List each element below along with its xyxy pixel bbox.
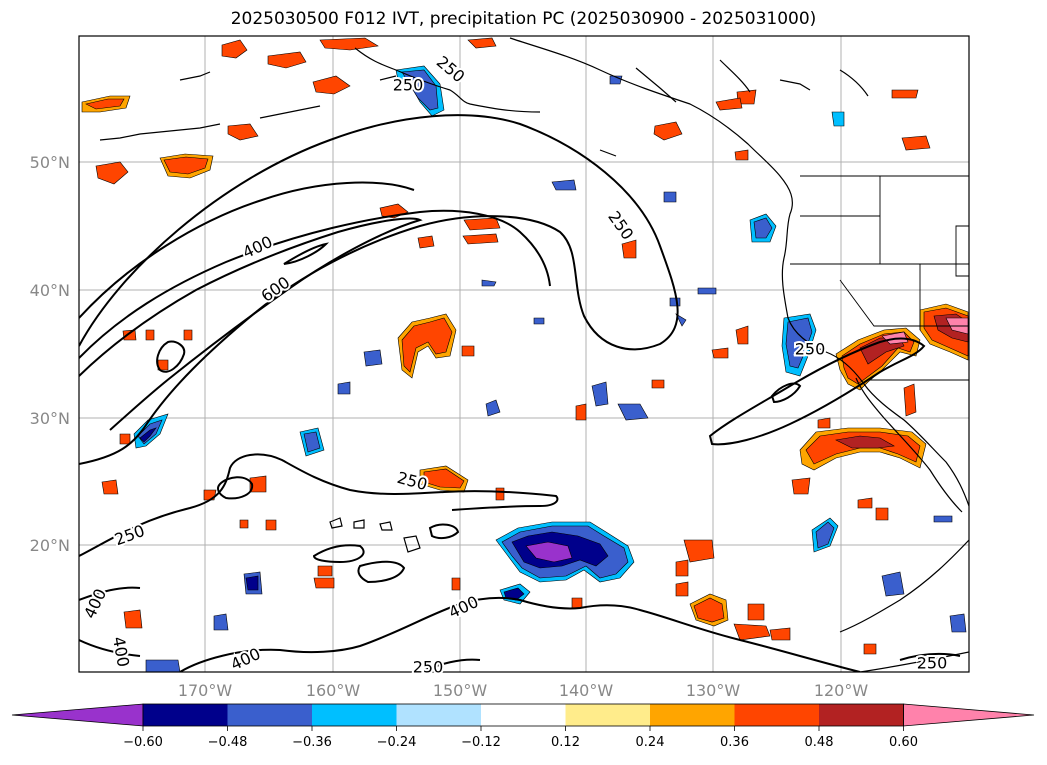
colorbar-tick-label: 0.60 bbox=[889, 735, 918, 750]
colorbar-segment bbox=[143, 704, 228, 726]
contour-label: 250 bbox=[413, 658, 444, 677]
colorbar-segment bbox=[565, 704, 650, 726]
colorbar-tick-label: 0.48 bbox=[805, 735, 834, 750]
lat-label-20n: 20°N bbox=[30, 536, 70, 555]
colorbar-tick-label: −0.60 bbox=[123, 735, 163, 750]
colorbar-tick-label: 0.36 bbox=[720, 735, 749, 750]
colorbar-segment bbox=[819, 704, 904, 726]
colorbar-tick-label: −0.24 bbox=[377, 735, 417, 750]
latitude-labels: 50°N 40°N 30°N 20°N bbox=[30, 153, 70, 555]
contour-label: 250 bbox=[917, 654, 948, 673]
borders bbox=[790, 175, 969, 381]
colorbar-segment bbox=[481, 704, 566, 726]
ivt-contours bbox=[79, 114, 961, 672]
colorbar-tick-label: −0.36 bbox=[292, 735, 332, 750]
colorbar-extend-low bbox=[11, 703, 144, 727]
lat-label-40n: 40°N bbox=[30, 281, 70, 300]
contour-label: 250 bbox=[795, 340, 826, 359]
colorbar-frame bbox=[142, 703, 904, 727]
contour-label: 250 bbox=[393, 76, 424, 95]
colorbar-tick-label: −0.12 bbox=[461, 735, 501, 750]
lon-label-120w: 120°W bbox=[814, 681, 869, 700]
colorbar-tick-label: 0.24 bbox=[636, 735, 665, 750]
longitude-labels: 170°W 160°W 150°W 140°W 130°W 120°W bbox=[178, 681, 869, 700]
lon-label-150w: 150°W bbox=[433, 681, 488, 700]
lat-label-30n: 30°N bbox=[30, 409, 70, 428]
colorbar-segment bbox=[734, 704, 819, 726]
lon-label-160w: 160°W bbox=[306, 681, 361, 700]
map-background bbox=[79, 36, 969, 672]
colorbar-extend-high bbox=[903, 703, 1035, 727]
lon-label-130w: 130°W bbox=[686, 681, 741, 700]
colorbar: −0.60 −0.48 −0.36 −0.24 −0.12 0.12 0.24 0.36 0.4… bbox=[11, 703, 1035, 750]
map-title: 2025030500 F012 IVT, precipitation PC (2… bbox=[230, 9, 817, 29]
colorbar-segment bbox=[650, 704, 735, 726]
lat-label-50n: 50°N bbox=[30, 153, 70, 172]
colorbar-tick-label: 0.12 bbox=[551, 735, 580, 750]
colorbar-tick-label: −0.48 bbox=[208, 735, 248, 750]
lon-label-140w: 140°W bbox=[559, 681, 614, 700]
colorbar-segment bbox=[396, 704, 481, 726]
colorbar-segment bbox=[227, 704, 312, 726]
colorbar-segment bbox=[312, 704, 397, 726]
map-frame bbox=[78, 35, 970, 673]
lon-label-170w: 170°W bbox=[178, 681, 233, 700]
coastlines bbox=[99, 37, 969, 672]
precip-negative bbox=[133, 65, 967, 672]
precip-positive bbox=[81, 37, 969, 655]
